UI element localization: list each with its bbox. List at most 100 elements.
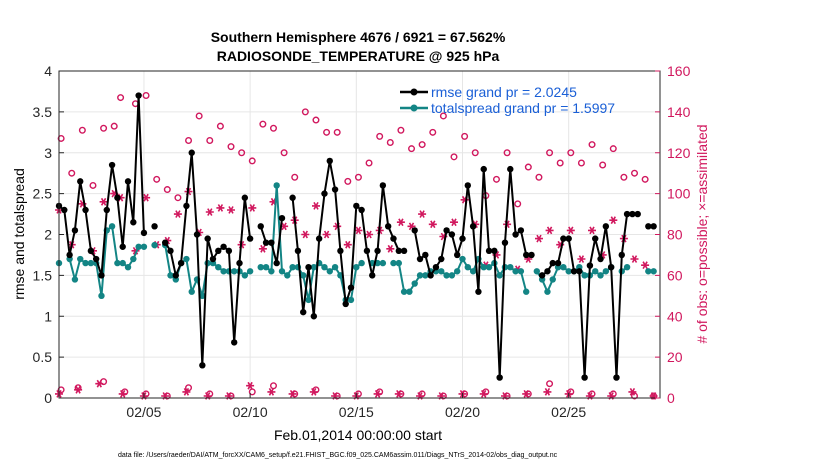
y-tick-label-right: 140 [667,104,691,120]
rmse-point [82,206,89,214]
rmse-point [607,264,615,271]
totalspread-point [347,296,355,304]
totalspread-point [108,223,116,230]
totalspread-point [523,288,530,295]
totalspread-point [422,272,429,279]
rmse-point [576,268,583,275]
totalspread-point [438,268,445,275]
rmse-point [427,272,434,279]
rmse-point [645,223,652,230]
obs-assimilated-low-marker [309,387,318,396]
obs-possible-marker [344,177,352,185]
y-tick-label-left: 3.5 [33,104,53,120]
rmse-point [183,202,190,210]
totalspread-point [469,268,477,275]
rmse-point [331,186,339,193]
rmse-point [61,206,68,214]
obs-possible-marker [78,126,86,134]
totalspread-point [326,268,333,275]
totalspread-point [305,296,312,304]
rmse-point [374,247,381,255]
obs-assimilated-marker [205,208,214,216]
obs-possible-marker [206,136,214,144]
rmse-point [363,247,371,255]
obs-possible-marker [142,92,150,100]
rmse-point [87,247,95,255]
totalspread-point [533,268,541,275]
legend-rmse-marker [410,88,418,96]
totalspread-point [395,259,402,267]
rmse-point [384,223,392,230]
rmse-point [347,284,355,291]
totalspread-point [358,259,365,267]
rmse-point [353,202,360,210]
rmse-point [618,251,625,259]
obs-assimilated-low-marker [95,379,104,388]
y-tick-label-left: 2.5 [33,186,53,202]
obs-possible-marker [471,149,479,157]
y-tick-label-right: 80 [667,227,683,243]
legend: rmse grand pr = 2.0245 totalspread grand… [400,84,615,116]
y-tick-label-left: 4 [44,63,52,79]
rmse-point [92,255,100,263]
obs-possible-marker [110,122,118,130]
obs-possible-marker [546,149,554,157]
rmse-point [438,255,445,263]
totalspread-point [268,268,275,275]
obs-possible-marker [333,128,341,136]
plot-area [55,92,658,400]
rmse-point [124,178,132,185]
obs-assimilated-marker [428,220,437,229]
rmse-point [278,214,286,222]
obs-possible-marker [535,173,543,181]
totalspread-point [140,243,148,250]
rmse-point [172,272,180,279]
obs-possible-marker [269,124,277,132]
obs-assimilated-marker [588,226,596,235]
totalspread-point [87,259,95,267]
obs-assimilated-marker [99,197,108,206]
rmse-point [310,313,318,320]
rmse-point [199,362,206,369]
x-tick-label: 02/05 [126,404,161,420]
totalspread-point [71,276,79,283]
rmse-point [390,235,397,242]
rmse-point [592,235,599,242]
totalspread-point [400,288,408,295]
obs-assimilated-marker [312,202,320,210]
rmse-line [541,213,638,379]
x-axis-label: Feb.01,2014 00:00:00 start [274,427,442,443]
obs-assimilated-low-marker [628,387,637,396]
obs-possible-marker [185,136,193,144]
rmse-point [443,227,450,234]
chart-subtitle: RADIOSONDE_TEMPERATURE @ 925 hPa [217,48,500,64]
rmse-point [453,251,461,259]
obs-possible-marker [248,157,256,165]
totalspread-point [480,264,487,271]
rmse-point [321,190,328,197]
y-tick-label-left: 0 [44,390,52,406]
rmse-point [289,194,296,201]
obs-assimilated-marker [641,261,650,270]
rmse-point [602,223,610,230]
y-axis-label-right: # of obs: o=possible; ×=assimilated [694,124,710,343]
totalspread-point [98,292,105,300]
rmse-point [501,239,509,246]
rmse-point [512,231,519,238]
obs-assimilated-marker [173,210,182,218]
rmse-point [305,264,312,271]
x-tick-label: 02/10 [233,404,268,420]
legend-spread-label: totalspread grand pr = 1.5997 [431,100,615,116]
rmse-point [629,210,636,218]
rmse-point [379,182,387,189]
totalspread-point [119,259,126,267]
rmse-point [114,194,121,201]
rmse-point [650,223,657,230]
obs-possible-marker [365,159,373,167]
totalspread-point [560,264,567,271]
rmse-point [300,308,307,316]
totalspread-point [565,268,572,275]
obs-possible-marker [68,169,76,177]
rmse-point [464,182,472,189]
